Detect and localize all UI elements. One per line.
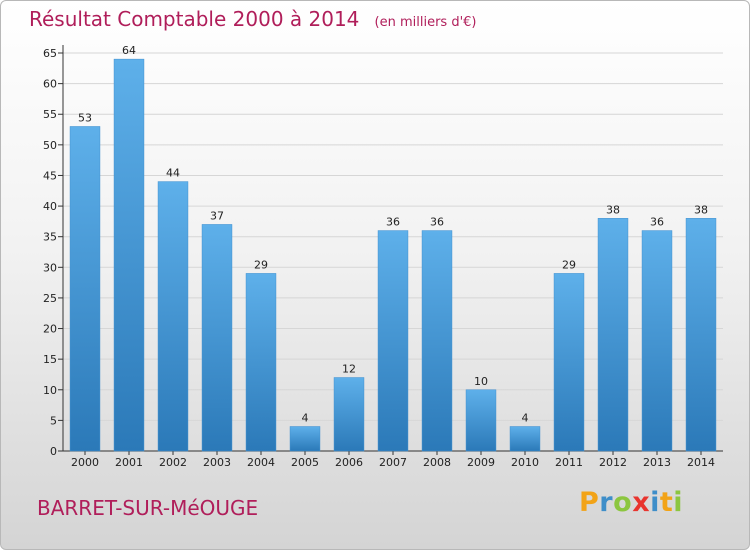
x-tick-label: 2008 bbox=[423, 456, 451, 469]
logo-letter: i bbox=[673, 487, 684, 518]
bar bbox=[245, 273, 277, 452]
y-tick-label: 55 bbox=[43, 108, 57, 121]
y-tick-label: 45 bbox=[43, 169, 57, 182]
logo-letter: r bbox=[599, 487, 614, 518]
x-tick-label: 2013 bbox=[643, 456, 671, 469]
x-tick-label: 2004 bbox=[247, 456, 275, 469]
data-label: 38 bbox=[694, 203, 708, 216]
logo-letter: x bbox=[632, 487, 651, 518]
y-tick-label: 35 bbox=[43, 231, 57, 244]
x-tick-label: 2014 bbox=[687, 456, 715, 469]
data-label: 64 bbox=[122, 44, 136, 57]
bar bbox=[69, 126, 101, 452]
y-tick-label: 5 bbox=[50, 414, 57, 427]
x-tick-label: 2003 bbox=[203, 456, 231, 469]
x-tick-label: 2011 bbox=[555, 456, 583, 469]
bar bbox=[421, 230, 453, 452]
data-label: 53 bbox=[78, 111, 92, 124]
bar bbox=[685, 218, 717, 452]
x-tick-label: 2010 bbox=[511, 456, 539, 469]
axes: 0 5 10 15 20 25 30 35 40 45 50 55 60 65 2000 2001 2002 20… bbox=[43, 45, 723, 469]
data-label: 38 bbox=[606, 203, 620, 216]
data-label: 36 bbox=[430, 216, 444, 229]
x-tick-label: 2006 bbox=[335, 456, 363, 469]
x-tick-label: 2005 bbox=[291, 456, 319, 469]
chart-subtitle: (en milliers d'€) bbox=[374, 15, 477, 30]
bar bbox=[553, 273, 585, 452]
y-tick-label: 50 bbox=[43, 139, 57, 152]
y-tick-label: 20 bbox=[43, 323, 57, 336]
x-tick-label: 2000 bbox=[71, 456, 99, 469]
logo-letter: t bbox=[659, 487, 674, 518]
data-label: 12 bbox=[342, 363, 356, 376]
data-labels: 53 64 44 37 29 4 12 36 36 10 4 29 38 36 38 bbox=[78, 44, 708, 424]
data-label: 29 bbox=[254, 258, 268, 271]
bar bbox=[509, 426, 541, 452]
x-tick-label: 2012 bbox=[599, 456, 627, 469]
data-label: 4 bbox=[302, 412, 309, 425]
bar bbox=[333, 377, 365, 452]
bar bbox=[465, 389, 497, 452]
place-name: BARRET-SUR-MéOUGE bbox=[37, 496, 259, 520]
data-label: 29 bbox=[562, 258, 576, 271]
proxiti-logo: Proxiti bbox=[579, 487, 683, 518]
y-tick-label: 60 bbox=[43, 78, 57, 91]
bars bbox=[69, 58, 717, 452]
title-row: Résultat Comptable 2000 à 2014 (en milli… bbox=[29, 7, 476, 31]
logo-letter: P bbox=[579, 487, 600, 518]
data-label: 36 bbox=[386, 216, 400, 229]
logo-letter: o bbox=[613, 487, 633, 518]
y-tick-label: 40 bbox=[43, 200, 57, 213]
chart-title: Résultat Comptable 2000 à 2014 bbox=[29, 7, 360, 31]
bar bbox=[157, 181, 189, 452]
y-tick-label: 65 bbox=[43, 47, 57, 60]
data-label: 10 bbox=[474, 375, 488, 388]
y-tick-label: 0 bbox=[50, 445, 57, 458]
bar bbox=[641, 230, 673, 452]
data-label: 44 bbox=[166, 167, 180, 180]
bar bbox=[113, 58, 145, 452]
x-tick-label: 2007 bbox=[379, 456, 407, 469]
data-label: 36 bbox=[650, 216, 664, 229]
bar bbox=[201, 224, 233, 452]
logo-letter: i bbox=[650, 487, 660, 518]
y-tick-label: 15 bbox=[43, 353, 57, 366]
y-tick-label: 30 bbox=[43, 261, 57, 274]
y-tick-label: 10 bbox=[43, 384, 57, 397]
bar bbox=[597, 218, 629, 452]
data-label: 4 bbox=[522, 412, 529, 425]
data-label: 37 bbox=[210, 209, 224, 222]
x-tick-label: 2002 bbox=[159, 456, 187, 469]
x-tick-label: 2001 bbox=[115, 456, 143, 469]
bar bbox=[289, 426, 321, 452]
bar bbox=[377, 230, 409, 452]
x-tick-label: 2009 bbox=[467, 456, 495, 469]
y-tick-label: 25 bbox=[43, 292, 57, 305]
